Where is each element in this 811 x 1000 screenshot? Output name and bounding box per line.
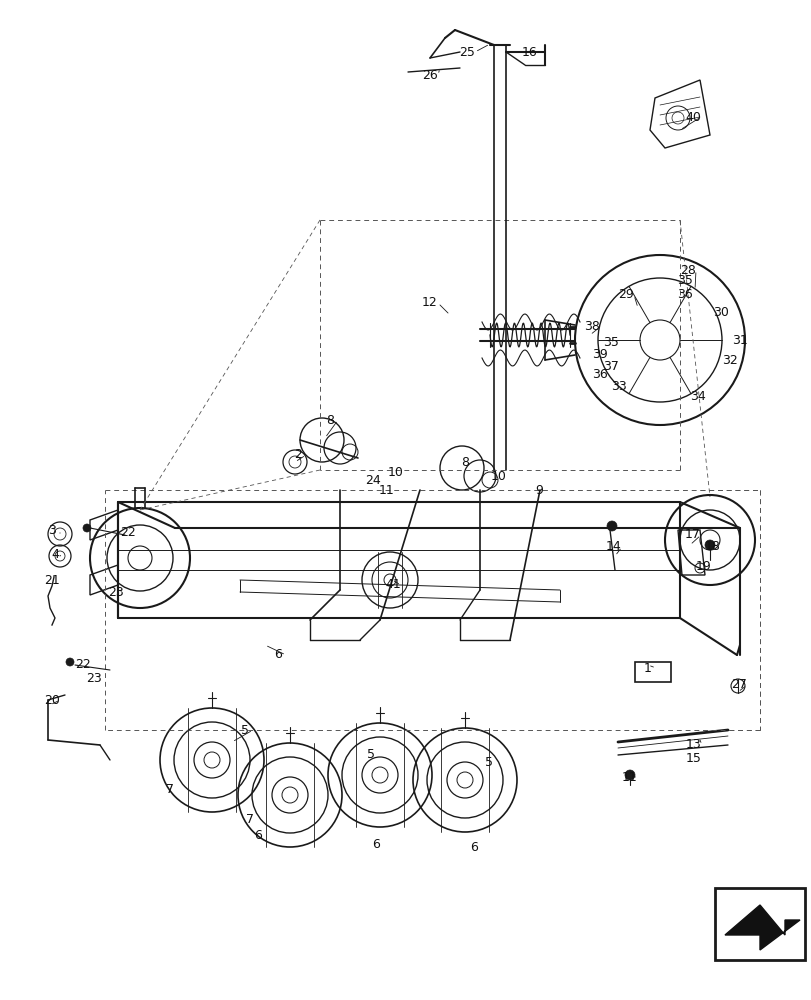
Text: 30: 30 bbox=[712, 306, 728, 318]
Text: 28: 28 bbox=[680, 263, 695, 276]
Circle shape bbox=[607, 521, 616, 531]
Text: 8: 8 bbox=[461, 456, 469, 468]
Text: 20: 20 bbox=[44, 694, 60, 706]
Text: 29: 29 bbox=[617, 288, 633, 302]
Text: 38: 38 bbox=[583, 320, 599, 334]
Text: 35: 35 bbox=[603, 336, 618, 350]
Text: 7: 7 bbox=[165, 783, 174, 796]
Text: 5: 5 bbox=[484, 756, 492, 768]
Text: 6: 6 bbox=[470, 841, 478, 854]
Text: 8: 8 bbox=[325, 414, 333, 426]
Text: 4: 4 bbox=[51, 548, 59, 560]
Text: 18: 18 bbox=[704, 540, 720, 554]
Text: 32: 32 bbox=[721, 354, 737, 366]
Text: 15: 15 bbox=[685, 752, 701, 764]
Text: 22: 22 bbox=[120, 526, 135, 538]
Text: 6: 6 bbox=[371, 838, 380, 851]
Circle shape bbox=[66, 658, 74, 666]
Text: 23: 23 bbox=[86, 672, 101, 684]
Text: 6: 6 bbox=[254, 829, 262, 842]
Bar bbox=[714, 888, 804, 960]
Text: 6: 6 bbox=[274, 648, 281, 662]
Circle shape bbox=[704, 540, 714, 550]
Text: 26: 26 bbox=[422, 69, 437, 82]
Circle shape bbox=[624, 770, 634, 780]
Text: 22: 22 bbox=[75, 658, 91, 672]
Text: 33: 33 bbox=[611, 380, 626, 393]
Text: 31: 31 bbox=[732, 334, 747, 347]
Text: 11: 11 bbox=[621, 771, 637, 784]
Text: 25: 25 bbox=[458, 46, 474, 59]
Text: 14: 14 bbox=[605, 540, 621, 554]
Text: 9: 9 bbox=[534, 485, 543, 497]
Text: 17: 17 bbox=[684, 528, 700, 542]
Text: 40: 40 bbox=[684, 111, 700, 124]
Text: 12: 12 bbox=[422, 296, 437, 310]
Text: 24: 24 bbox=[365, 474, 380, 487]
Polygon shape bbox=[724, 905, 799, 950]
Bar bbox=[634, 662, 670, 682]
Text: 16: 16 bbox=[521, 46, 537, 59]
Text: 11: 11 bbox=[379, 485, 394, 497]
Text: 2: 2 bbox=[294, 448, 302, 462]
Text: 5: 5 bbox=[241, 724, 249, 736]
Text: 13: 13 bbox=[685, 738, 701, 752]
Text: 10: 10 bbox=[388, 466, 403, 479]
Text: 36: 36 bbox=[591, 368, 607, 381]
Text: 1: 1 bbox=[643, 662, 651, 674]
Text: 27: 27 bbox=[730, 678, 746, 692]
Text: 19: 19 bbox=[695, 560, 711, 572]
Text: 5: 5 bbox=[367, 748, 375, 762]
Text: 37: 37 bbox=[603, 360, 618, 372]
Text: 39: 39 bbox=[591, 348, 607, 360]
Text: 34: 34 bbox=[689, 389, 705, 402]
Text: 35: 35 bbox=[676, 273, 692, 286]
Text: 10: 10 bbox=[491, 471, 506, 484]
Text: 41: 41 bbox=[384, 578, 401, 591]
Text: 3: 3 bbox=[48, 524, 56, 536]
Text: 36: 36 bbox=[676, 288, 692, 302]
Text: 21: 21 bbox=[44, 574, 60, 586]
Circle shape bbox=[83, 524, 91, 532]
Text: 23: 23 bbox=[108, 585, 124, 598]
Text: 7: 7 bbox=[246, 813, 254, 826]
